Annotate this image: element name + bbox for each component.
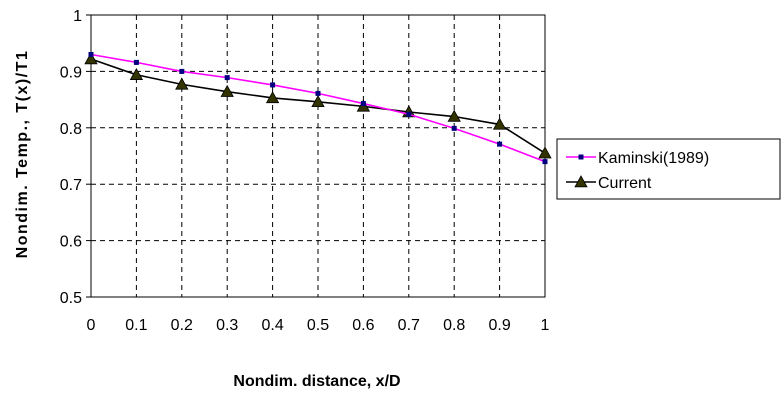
data-point-current <box>447 109 461 122</box>
data-point-kaminski-1989 <box>179 68 185 74</box>
y-axis-title: Nondim. Temp., T(x)/T1 <box>14 50 31 259</box>
plot-area <box>90 14 546 298</box>
x-tick-label: 1 <box>541 317 550 334</box>
series-layer <box>84 51 552 165</box>
x-tick-label: 0.1 <box>125 317 147 334</box>
legend-label-current: Current <box>598 175 652 192</box>
data-point-current <box>265 91 280 104</box>
legend-entry-kaminski-1989: Kaminski(1989) <box>566 150 709 167</box>
data-point-current <box>311 95 325 108</box>
legend-marker-kaminski-1989 <box>578 154 584 160</box>
data-point-current <box>538 146 552 159</box>
y-tick-label: 0.6 <box>60 234 82 251</box>
x-tick-label: 0 <box>87 317 96 334</box>
data-point-kaminski-1989 <box>497 141 503 147</box>
data-point-current <box>84 52 98 65</box>
grid <box>91 15 545 297</box>
series-current <box>84 52 552 159</box>
x-tick-label: 0.2 <box>171 317 193 334</box>
legend <box>556 138 781 200</box>
x-tick-label: 0.7 <box>398 317 420 334</box>
x-axis-ticks: 0 0.1 0.2 0.3 0.4 0.5 0.6 0.7 0.8 0.9 1 <box>87 317 550 334</box>
x-tick-label: 0.6 <box>352 317 374 334</box>
data-point-kaminski-1989 <box>542 159 548 165</box>
x-tick-label: 0.8 <box>443 317 465 334</box>
x-axis-title: Nondim. distance, x/D <box>233 373 400 390</box>
data-point-kaminski-1989 <box>133 59 139 65</box>
x-tick-label: 0.4 <box>261 317 283 334</box>
y-tick-label: 1 <box>73 8 82 25</box>
data-point-kaminski-1989 <box>88 51 94 57</box>
y-axis-ticks: 0.5 0.6 0.7 0.8 0.9 1 <box>60 8 91 307</box>
x-tick-label: 0.3 <box>216 317 238 334</box>
data-point-kaminski-1989 <box>270 82 276 88</box>
y-tick-label: 0.8 <box>60 121 82 138</box>
legend-marker-current <box>574 175 588 188</box>
data-point-current <box>175 77 189 90</box>
data-point-kaminski-1989 <box>315 90 321 96</box>
y-tick-label: 0.5 <box>60 290 82 307</box>
data-point-kaminski-1989 <box>224 75 230 81</box>
data-point-current <box>220 84 234 97</box>
data-point-current <box>129 67 144 80</box>
legend-items: Kaminski(1989) Current <box>566 150 709 192</box>
series-kaminski-1989 <box>88 51 548 165</box>
x-tick-label: 0.5 <box>307 317 329 334</box>
data-point-kaminski-1989 <box>406 111 412 117</box>
data-point-current <box>492 117 507 130</box>
y-tick-label: 0.7 <box>60 177 82 194</box>
x-tick-label: 0.9 <box>488 317 510 334</box>
y-tick-label: 0.9 <box>60 64 82 81</box>
data-point-kaminski-1989 <box>451 125 457 131</box>
data-point-kaminski-1989 <box>360 101 366 107</box>
legend-entry-current: Current <box>566 175 652 192</box>
legend-label-kaminski-1989: Kaminski(1989) <box>598 150 709 167</box>
